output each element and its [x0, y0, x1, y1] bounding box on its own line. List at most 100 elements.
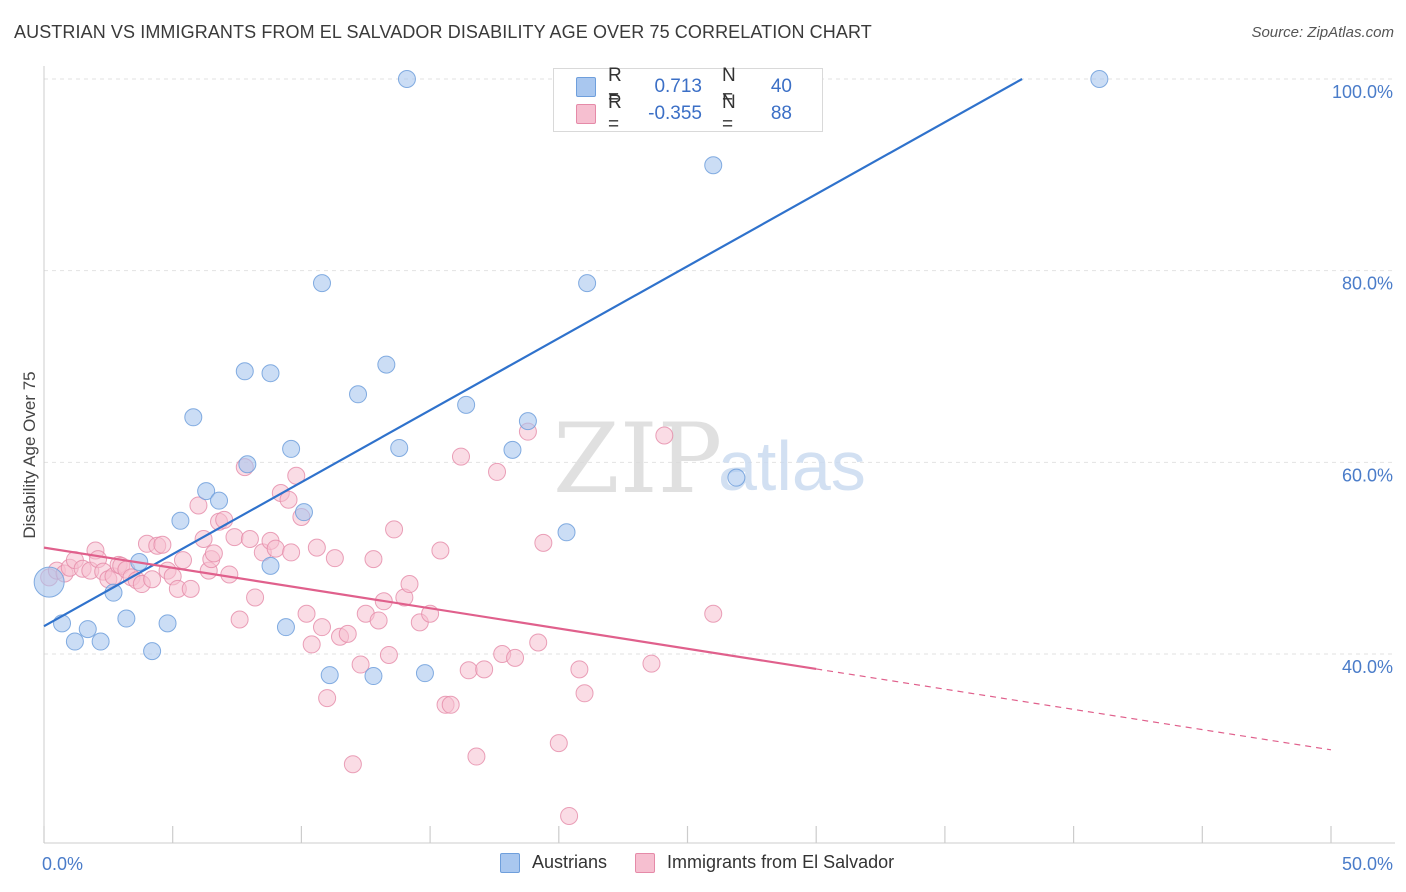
salvador-point	[282, 543, 301, 562]
legend-swatch-austrians	[500, 852, 520, 873]
austrians-point	[238, 455, 257, 474]
legend-row-salvador: R = -0.355 N = 88	[554, 92, 792, 135]
austrians-point	[276, 618, 295, 637]
austrians-point	[349, 385, 368, 404]
legend-item-salvador[interactable]: Immigrants from El Salvador	[635, 852, 894, 873]
austrians-point	[65, 632, 84, 651]
correlation-legend: R = 0.713 N = 40 R = -0.355 N = 88	[553, 65, 823, 135]
salvador-point	[307, 538, 326, 557]
y-axis-label: Disability Age Over 75	[20, 371, 39, 538]
legend-r-value: 0.713	[654, 76, 702, 97]
series-salvador-points	[40, 422, 723, 825]
austrians-point	[704, 156, 723, 175]
salvador-point	[451, 447, 470, 466]
austrians-point	[235, 362, 254, 381]
watermark-atlas: atlas	[718, 427, 866, 505]
salvador-point	[338, 624, 357, 643]
austrians-point	[503, 440, 522, 459]
legend-n-value: 88	[770, 103, 792, 124]
salvador-point	[642, 654, 661, 673]
austrians-point	[78, 620, 97, 639]
salvador-point	[343, 755, 362, 774]
salvador-point	[297, 604, 316, 623]
salvador-point	[173, 551, 192, 570]
salvador-point	[655, 426, 674, 445]
legend-swatch-salvador	[576, 104, 596, 124]
salvador-point	[475, 660, 494, 679]
salvador-point	[369, 611, 388, 630]
salvador-point	[560, 806, 579, 825]
salvador-point	[351, 655, 370, 674]
austrians-point	[33, 566, 65, 598]
salvador-point	[220, 565, 239, 584]
salvador-point	[189, 496, 208, 515]
watermark: ZIP atlas	[553, 403, 866, 515]
legend-n-label: N =	[722, 92, 736, 135]
austrians-point	[518, 412, 537, 431]
austrians-point	[557, 523, 576, 542]
legend-item-austrians[interactable]: Austrians	[500, 852, 607, 873]
trend-line-salvador-extrapolated	[816, 668, 1332, 751]
legend-swatch-austrians	[576, 77, 596, 97]
legend-row-austrians: R = 0.713 N = 40	[554, 65, 792, 108]
salvador-point	[181, 579, 200, 598]
legend-n-label: N =	[722, 65, 736, 108]
salvador-point	[318, 689, 337, 708]
salvador-point	[246, 588, 265, 607]
chart-title: AUSTRIAN VS IMMIGRANTS FROM EL SALVADOR …	[14, 22, 872, 42]
axes	[43, 66, 1395, 844]
salvador-point	[230, 610, 249, 629]
trend-line-salvador	[43, 546, 817, 671]
salvador-point	[459, 661, 478, 680]
austrians-point	[184, 408, 203, 427]
salvador-point	[325, 549, 344, 568]
austrians-point	[457, 395, 476, 414]
austrians-point	[282, 439, 301, 458]
salvador-point	[312, 618, 331, 637]
salvador-point	[534, 533, 553, 552]
y-tick-label: 80.0%	[1342, 274, 1393, 294]
austrians-point	[117, 609, 136, 628]
salvador-point	[506, 648, 525, 667]
salvador-point	[266, 539, 285, 558]
salvador-point	[364, 550, 383, 569]
austrians-point	[158, 614, 177, 633]
salvador-point	[153, 535, 172, 554]
austrians-point	[261, 364, 280, 383]
austrians-point	[261, 556, 280, 575]
austrians-point	[390, 438, 409, 457]
y-tick-label: 40.0%	[1342, 657, 1393, 677]
x-tick-label: 0.0%	[42, 854, 83, 874]
trend-line-austrians	[43, 78, 1023, 628]
salvador-point	[431, 541, 450, 560]
legend-r-value: -0.355	[648, 103, 702, 124]
austrians-point	[210, 491, 229, 510]
legend-r-label: R =	[608, 92, 622, 135]
salvador-point	[441, 695, 460, 714]
austrians-point	[1090, 70, 1109, 88]
austrians-point	[143, 642, 162, 661]
legend-label-austrians: Austrians	[532, 852, 608, 872]
salvador-point	[575, 684, 594, 703]
austrians-point	[397, 70, 416, 88]
austrians-point	[578, 274, 597, 293]
austrians-point	[91, 632, 110, 651]
austrians-point	[294, 503, 313, 522]
austrians-point	[364, 667, 383, 686]
austrians-point	[377, 355, 396, 374]
salvador-point	[549, 734, 568, 753]
salvador-point	[279, 490, 298, 509]
austrians-point	[320, 666, 339, 685]
x-tick-label: 50.0%	[1342, 854, 1393, 874]
legend-n-value: 40	[770, 76, 792, 97]
legend-swatch-salvador	[635, 852, 656, 873]
salvador-point	[240, 530, 259, 548]
trend-lines	[43, 78, 1332, 751]
salvador-point	[467, 747, 486, 766]
salvador-point	[400, 575, 419, 594]
salvador-point	[385, 520, 404, 539]
y-tick-label: 60.0%	[1342, 465, 1393, 485]
source-label: Source: ZipAtlas.com	[1251, 24, 1394, 41]
salvador-point	[379, 645, 398, 664]
